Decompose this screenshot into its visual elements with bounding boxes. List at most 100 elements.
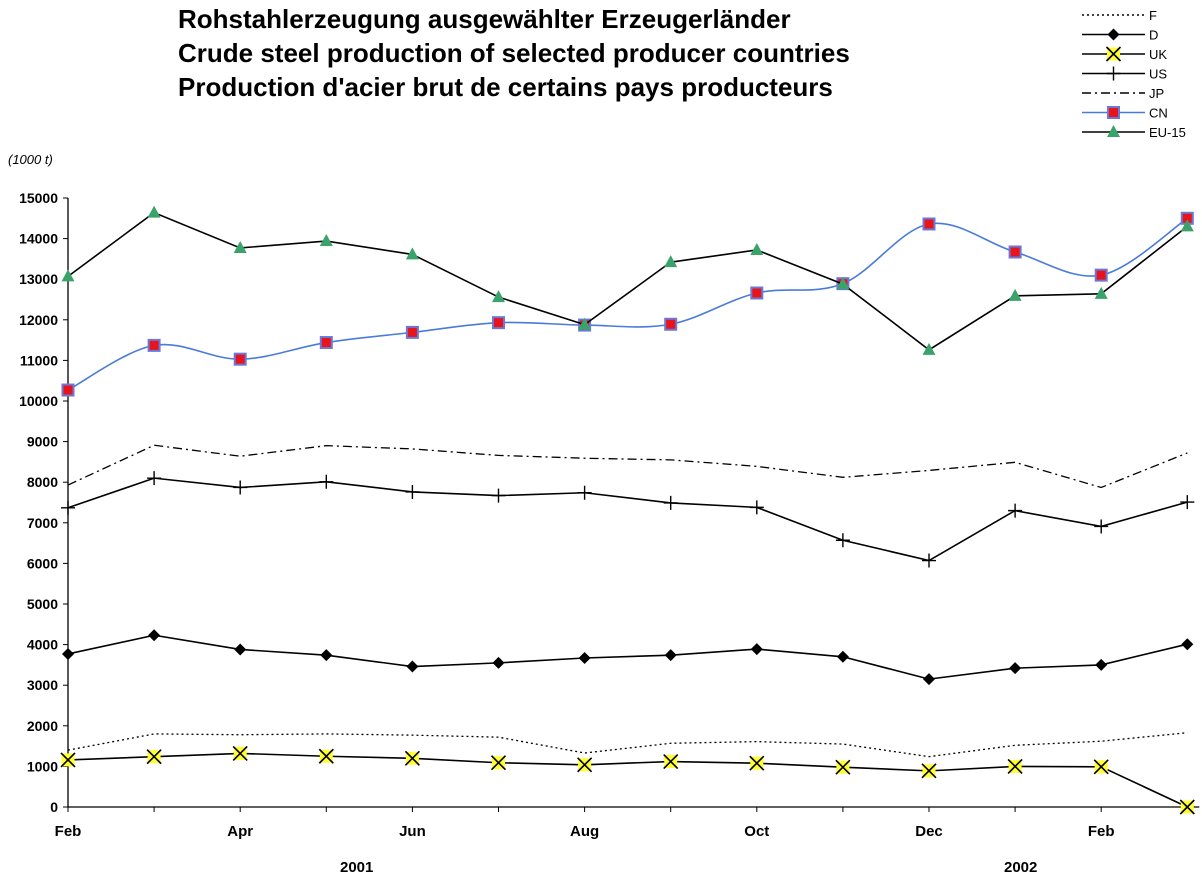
uk-marker-cross bbox=[60, 752, 76, 768]
point-uk bbox=[1179, 799, 1195, 815]
legend-item-f: F bbox=[1082, 8, 1157, 23]
x-tick-label: Oct bbox=[744, 823, 769, 840]
y-tick-label: 12000 bbox=[19, 312, 58, 328]
point-eu-15 bbox=[836, 277, 850, 290]
series-line-jp bbox=[67, 444, 1188, 489]
y-tick-label: 8000 bbox=[27, 474, 58, 490]
point-cn bbox=[922, 217, 936, 231]
y-tick-label: 4000 bbox=[27, 637, 58, 653]
point-d bbox=[1181, 638, 1194, 651]
point-d bbox=[234, 643, 247, 656]
legend-item-eu-15: EU-15 bbox=[1082, 125, 1186, 140]
point-cn bbox=[61, 383, 75, 397]
y-tick-label: 9000 bbox=[27, 434, 58, 450]
series-cn bbox=[61, 211, 1194, 397]
point-eu-15 bbox=[922, 342, 936, 355]
point-eu-15 bbox=[492, 290, 505, 303]
point-uk bbox=[577, 757, 593, 773]
point-eu-15 bbox=[750, 242, 764, 255]
y-tick-label: 7000 bbox=[27, 515, 58, 531]
uk-marker-cross bbox=[1179, 799, 1195, 815]
y-tick-label: 14000 bbox=[19, 231, 58, 247]
point-uk bbox=[232, 745, 248, 761]
x-tick-label: Feb bbox=[55, 823, 82, 840]
point-d bbox=[664, 649, 677, 662]
x-tick-label: Apr bbox=[227, 823, 253, 840]
point-d bbox=[1009, 662, 1022, 675]
point-us bbox=[663, 495, 678, 510]
uk-marker-cross bbox=[490, 755, 507, 771]
point-eu-15 bbox=[147, 205, 161, 218]
y-tick-label: 10000 bbox=[19, 393, 58, 409]
y-tick-label: 15000 bbox=[19, 190, 58, 206]
uk-marker-cross bbox=[146, 749, 162, 765]
point-us bbox=[1094, 519, 1109, 534]
point-cn bbox=[1008, 245, 1022, 259]
point-uk bbox=[835, 759, 851, 775]
y-tick-label: 5000 bbox=[27, 596, 58, 612]
uk-marker-cross bbox=[1007, 758, 1023, 774]
point-cn bbox=[233, 352, 247, 366]
legend-marker-us bbox=[1106, 66, 1121, 81]
point-us bbox=[233, 480, 248, 495]
chart-title-de: Rohstahlerzeugung ausgewählter Erzeugerl… bbox=[178, 4, 791, 34]
legend-label-jp: JP bbox=[1149, 86, 1164, 101]
series-line-eu-15 bbox=[67, 211, 1188, 351]
legend-item-uk: UK bbox=[1082, 46, 1167, 62]
series-uk bbox=[60, 745, 1195, 815]
point-d bbox=[578, 651, 591, 664]
uk-marker-cross bbox=[835, 759, 851, 775]
point-uk bbox=[749, 755, 765, 771]
point-eu-15 bbox=[1180, 219, 1194, 232]
point-d bbox=[923, 673, 935, 686]
legend-marker-d bbox=[1107, 28, 1120, 41]
point-us bbox=[1008, 503, 1023, 518]
point-us bbox=[1180, 495, 1195, 510]
point-us bbox=[61, 500, 75, 515]
point-d bbox=[406, 660, 419, 673]
point-us bbox=[147, 471, 162, 486]
legend: FD UK US JP CN EU-15 bbox=[1082, 8, 1186, 140]
chart-title-en: Crude steel production of selected produ… bbox=[178, 38, 850, 68]
point-uk bbox=[1007, 758, 1023, 774]
legend-marker-uk bbox=[1105, 46, 1122, 62]
point-d bbox=[148, 629, 161, 642]
point-us bbox=[922, 553, 936, 568]
point-eu-15 bbox=[405, 247, 419, 260]
legend-label-eu-15: EU-15 bbox=[1149, 125, 1186, 140]
point-eu-15 bbox=[664, 255, 678, 268]
point-uk bbox=[663, 753, 679, 770]
legend-marker-eu-15 bbox=[1107, 125, 1120, 137]
uk-marker-cross bbox=[1105, 46, 1122, 62]
point-cn bbox=[319, 336, 333, 350]
legend-label-uk: UK bbox=[1149, 47, 1167, 62]
y-tick-label: 13000 bbox=[19, 271, 58, 287]
y-tick-label: 11000 bbox=[20, 352, 58, 368]
point-us bbox=[749, 500, 764, 515]
point-us bbox=[835, 533, 850, 548]
series-line-uk bbox=[67, 752, 1188, 808]
point-uk bbox=[490, 755, 507, 771]
legend-marker-cn bbox=[1107, 106, 1120, 119]
unit-label: (1000 t) bbox=[8, 152, 53, 167]
y-tick-label: 0 bbox=[50, 799, 58, 815]
chart-axes: 0 1000 2000 3000 4000 5000 6000 7000 8000 9000 100… bbox=[19, 190, 1200, 840]
y-tick-label: 2000 bbox=[27, 718, 58, 734]
series-layer bbox=[60, 205, 1195, 815]
chart-titles: Rohstahlerzeugung ausgewählter Erzeugerl… bbox=[178, 2, 850, 104]
point-uk bbox=[921, 763, 937, 779]
legend-label-f: F bbox=[1149, 8, 1157, 23]
point-eu-15 bbox=[1094, 286, 1108, 299]
x-tick-label: Feb bbox=[1088, 823, 1115, 840]
x-tick-label: Aug bbox=[570, 823, 599, 840]
uk-marker-cross bbox=[577, 757, 593, 773]
point-eu-15 bbox=[61, 269, 75, 282]
point-uk bbox=[1093, 759, 1109, 775]
point-uk bbox=[318, 748, 334, 764]
y-tick-label: 6000 bbox=[27, 555, 58, 571]
chart-title-fr: Production d'acier brut de certains pays… bbox=[178, 72, 833, 102]
legend-item-jp: JP bbox=[1082, 86, 1164, 101]
uk-marker-cross bbox=[1093, 759, 1109, 775]
legend-label-us: US bbox=[1149, 67, 1167, 82]
